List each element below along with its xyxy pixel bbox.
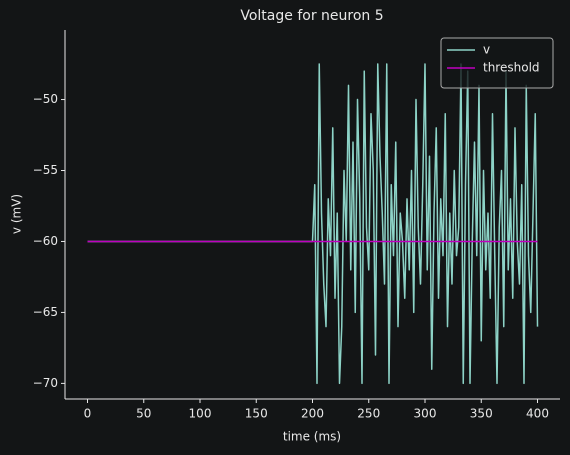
- x-tick-label: 350: [470, 407, 493, 421]
- y-tick-label: −60: [33, 234, 58, 248]
- y-tick-label: −70: [33, 376, 58, 390]
- y-tick-label: −55: [33, 163, 58, 177]
- legend-label: v: [483, 43, 490, 57]
- y-axis-label: v (mV): [10, 194, 24, 234]
- x-axis-label: time (ms): [283, 430, 341, 444]
- x-tick-label: 150: [245, 407, 268, 421]
- x-tick-label: 400: [526, 407, 549, 421]
- x-tick-label: 0: [84, 407, 92, 421]
- y-tick-label: −50: [33, 92, 58, 106]
- x-tick-label: 300: [414, 407, 437, 421]
- x-tick-label: 50: [136, 407, 151, 421]
- line: [87, 63, 539, 385]
- x-tick-label: 100: [189, 407, 212, 421]
- y-tick-label: −65: [33, 305, 58, 319]
- x-tick-label: 200: [301, 407, 324, 421]
- x-tick-label: 250: [357, 407, 380, 421]
- legend-label: threshold: [483, 61, 540, 75]
- chart-title: Voltage for neuron 5: [240, 8, 383, 24]
